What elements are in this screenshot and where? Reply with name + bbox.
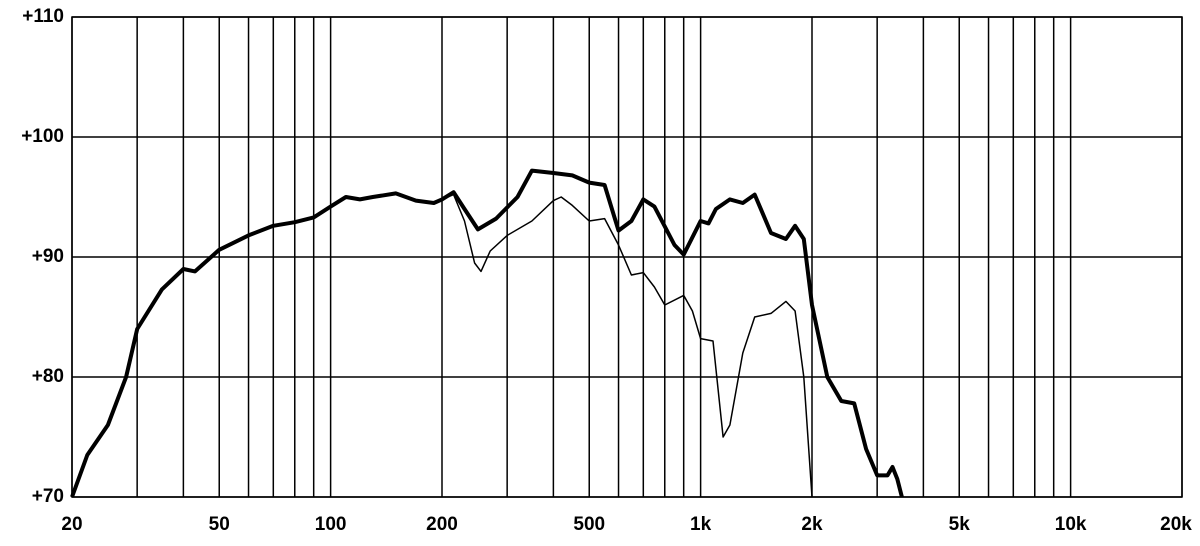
x-tick-label: 10k bbox=[1055, 514, 1087, 535]
x-tick-label: 500 bbox=[573, 514, 605, 535]
x-tick-label: 20k bbox=[1160, 514, 1192, 535]
y-tick-label: +80 bbox=[32, 366, 64, 387]
x-tick-label: 50 bbox=[209, 514, 230, 535]
x-tick-label: 5k bbox=[949, 514, 971, 535]
x-tick-label: 100 bbox=[315, 514, 347, 535]
plot-frame bbox=[71, 16, 1183, 498]
response-line bbox=[441, 193, 813, 498]
y-tick-label: +110 bbox=[22, 6, 64, 27]
y-tick-label: +90 bbox=[32, 246, 64, 267]
x-tick-label: 20 bbox=[61, 514, 82, 535]
y-tick-label: +100 bbox=[21, 126, 64, 147]
x-tick-label: 2k bbox=[801, 514, 823, 535]
y-tick-label: +70 bbox=[32, 486, 64, 507]
response-line bbox=[70, 168, 904, 498]
x-tick-label: 200 bbox=[426, 514, 458, 535]
x-tick-label: 1k bbox=[690, 514, 712, 535]
